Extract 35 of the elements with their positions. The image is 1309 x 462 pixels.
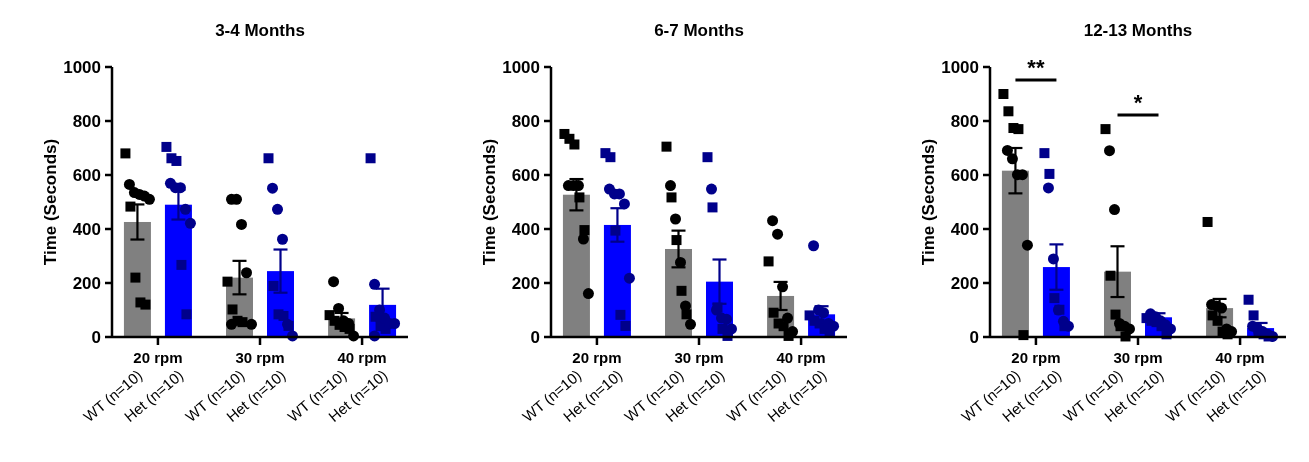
y-tick-label: 200: [511, 273, 540, 293]
chart-title: 3-4 Months: [215, 21, 305, 40]
x-tick-label: 30 rpm: [674, 349, 724, 366]
annotation: **: [1027, 55, 1045, 80]
chart-title: 6-7 Months: [654, 21, 744, 40]
x-tick-label: 30 rpm: [235, 349, 285, 366]
y-tick-label: 1000: [941, 57, 979, 77]
x-tick-label: 30 rpm: [1113, 349, 1163, 366]
x-tick-label: 40 rpm: [776, 349, 826, 366]
x-tick-label: 40 rpm: [1215, 349, 1265, 366]
x-tick-label: 20 rpm: [133, 349, 183, 366]
y-axis-title: Time (Seconds): [480, 138, 499, 266]
y-tick-label: 400: [72, 219, 101, 239]
y-tick-label: 800: [511, 111, 540, 131]
x-tick-label: 40 rpm: [337, 349, 387, 366]
y-tick-label: 0: [530, 327, 540, 347]
y-tick-label: 400: [511, 219, 540, 239]
x-tick-label: 20 rpm: [1011, 349, 1061, 366]
y-tick-label: 1000: [63, 57, 101, 77]
annotation: *: [1133, 90, 1143, 116]
y-tick-label: 600: [511, 165, 540, 185]
y-tick-label: 600: [950, 165, 979, 185]
y-axis-title: Time (Seconds): [919, 138, 938, 266]
y-tick-label: 0: [91, 327, 101, 347]
y-tick-label: 1000: [502, 57, 540, 77]
chart-title: 12-13 Months: [1083, 21, 1193, 40]
y-tick-label: 800: [72, 111, 101, 131]
y-tick-label: 200: [72, 273, 101, 293]
y-tick-label: 400: [950, 219, 979, 239]
y-tick-label: 600: [72, 165, 101, 185]
x-tick-label: 20 rpm: [572, 349, 622, 366]
y-tick-label: 200: [950, 273, 979, 293]
y-tick-label: 800: [950, 111, 979, 131]
y-tick-label: 0: [969, 327, 979, 347]
y-axis-title: Time (Seconds): [41, 138, 60, 266]
